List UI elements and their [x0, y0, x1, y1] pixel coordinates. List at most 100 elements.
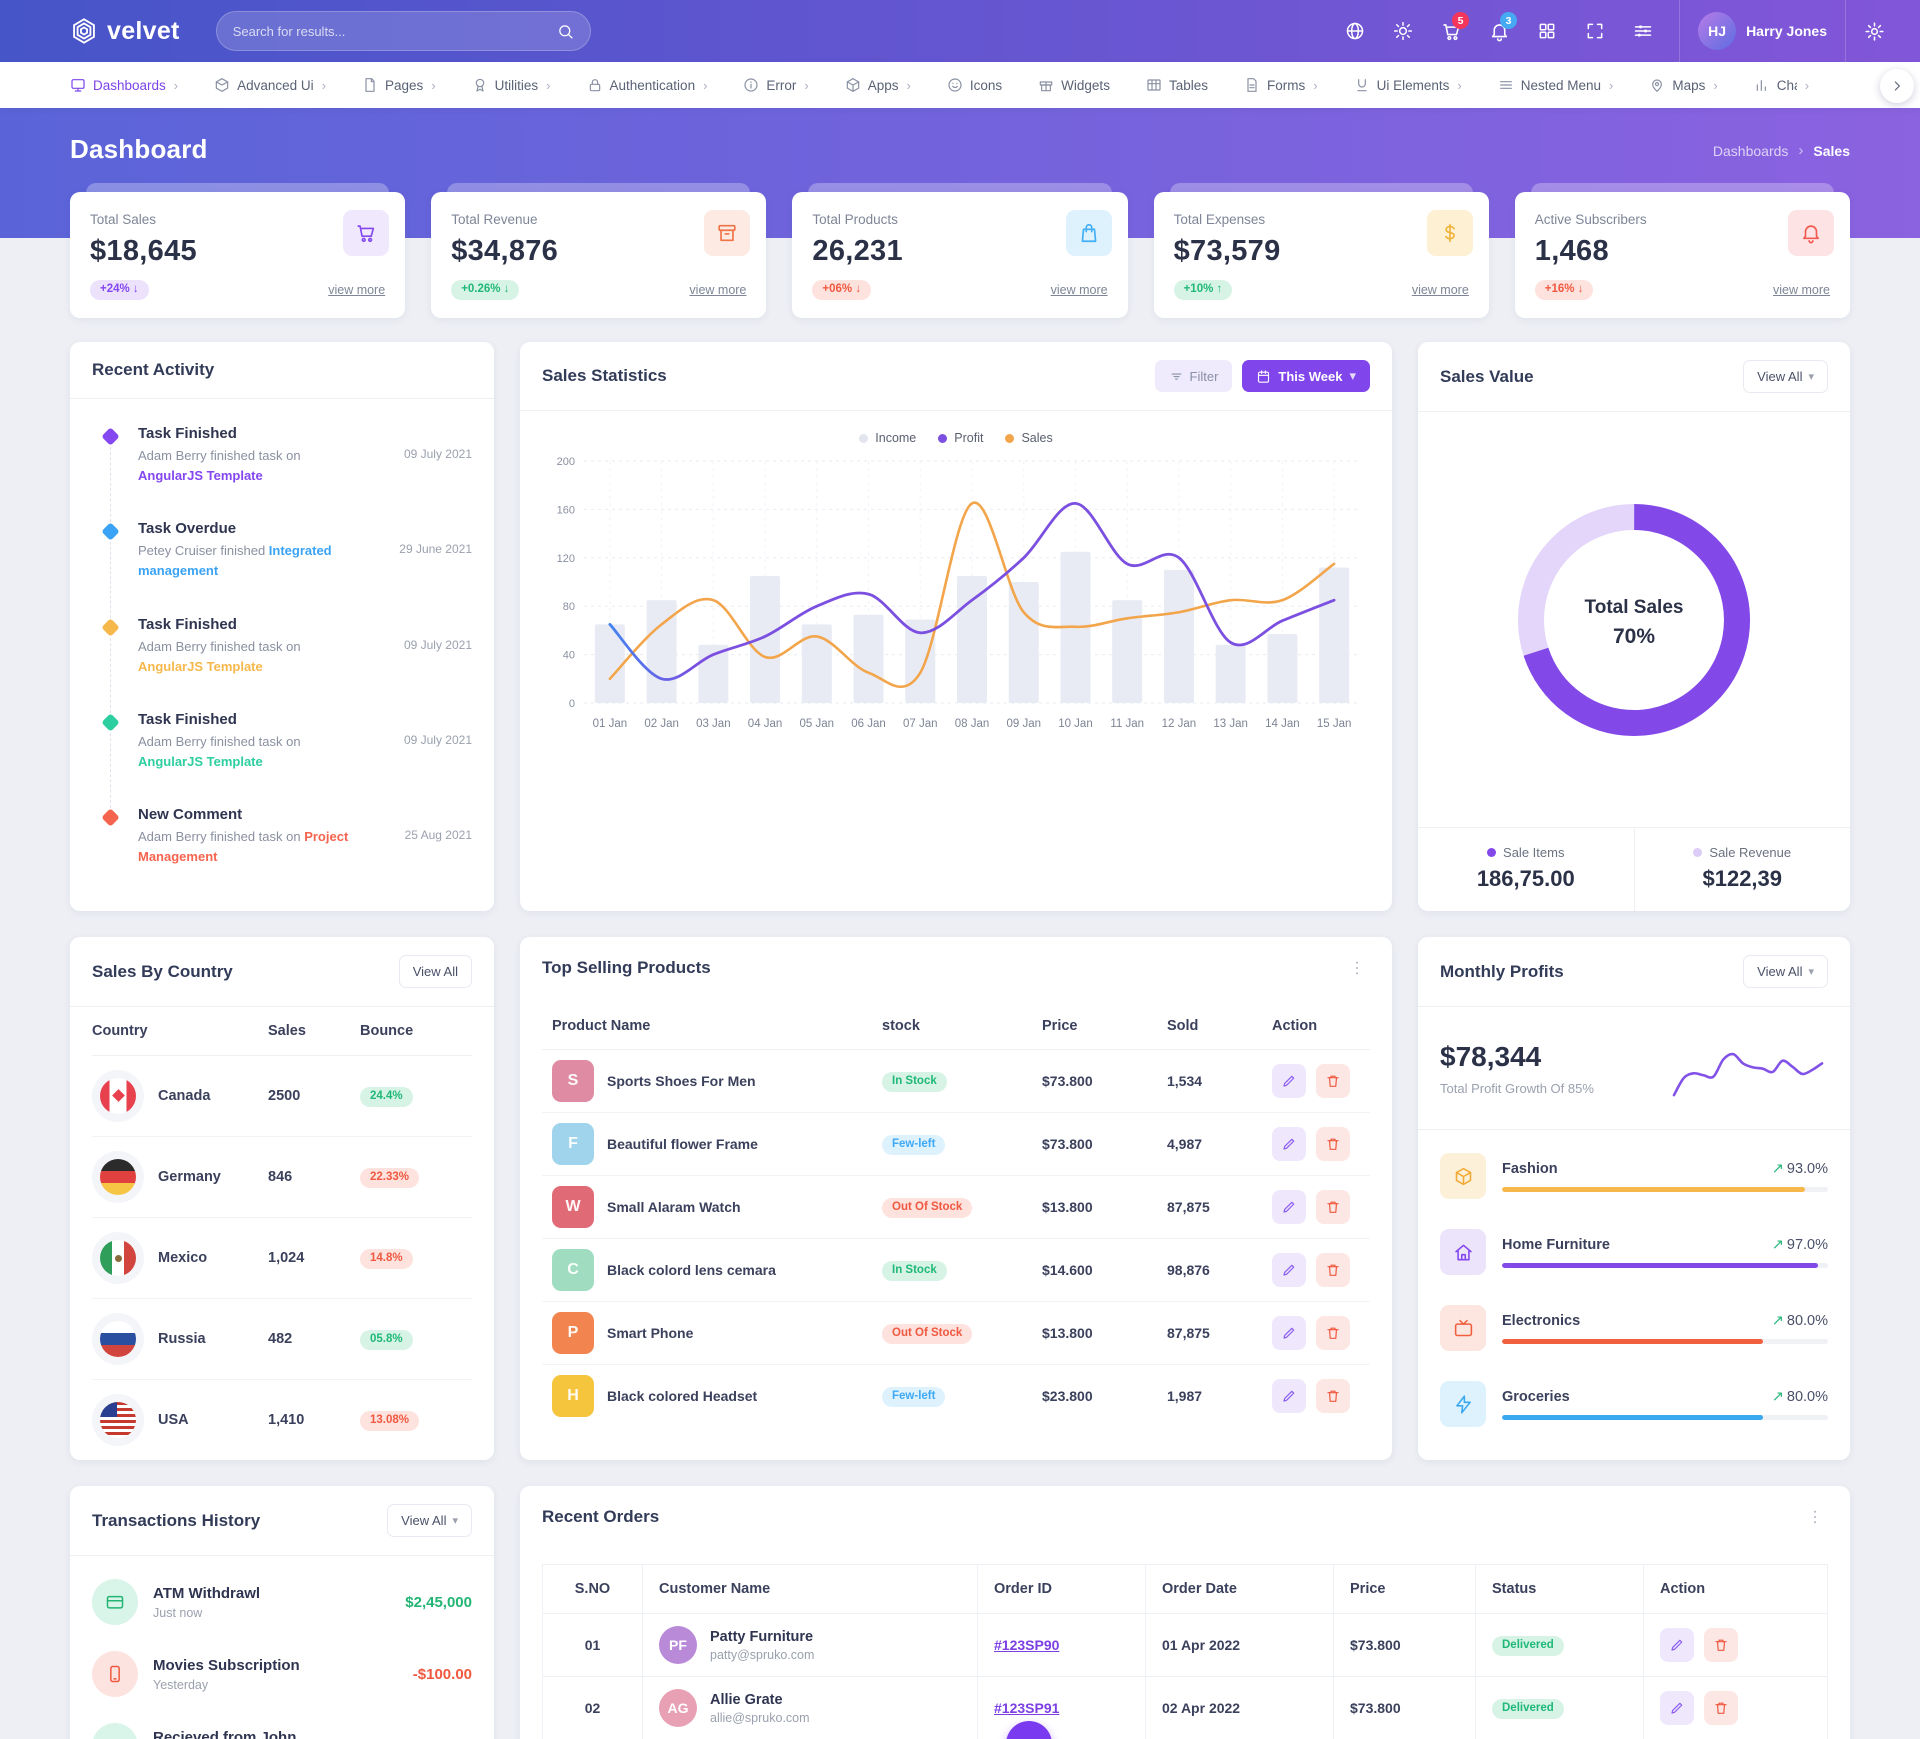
- menu-item-utilities[interactable]: Utilities ›: [472, 77, 551, 93]
- country-view-all-button[interactable]: View All: [398, 955, 472, 989]
- recent-orders-menu-dots-icon[interactable]: [1802, 1504, 1828, 1530]
- delete-button[interactable]: [1704, 1691, 1738, 1726]
- transaction-amount: -$100.00: [412, 1665, 472, 1683]
- delete-button[interactable]: [1316, 1127, 1350, 1162]
- edit-button[interactable]: [1272, 1253, 1306, 1288]
- menu-item-pages[interactable]: Pages ›: [362, 77, 436, 93]
- svg-text:03 Jan: 03 Jan: [696, 718, 731, 730]
- svg-text:0: 0: [569, 698, 575, 710]
- transactions-view-all-button[interactable]: View All ▾: [387, 1504, 472, 1538]
- fullscreen-icon[interactable]: [1575, 11, 1615, 51]
- brand-logo[interactable]: velvet: [70, 17, 180, 46]
- settings-sliders-icon[interactable]: [1623, 11, 1663, 51]
- menu-item-forms[interactable]: Forms ›: [1244, 77, 1318, 93]
- legend-sales[interactable]: Sales: [1005, 431, 1053, 445]
- view-more-link[interactable]: view more: [1411, 282, 1469, 297]
- menu-scroll-right-button[interactable]: [1880, 69, 1914, 103]
- delete-button[interactable]: [1316, 1190, 1350, 1225]
- legend-profit[interactable]: Profit: [938, 431, 983, 445]
- activity-link[interactable]: Project Management: [138, 829, 349, 865]
- menu-item-ui-elements[interactable]: Ui Elements ›: [1354, 77, 1462, 93]
- view-more-link[interactable]: view more: [1050, 282, 1108, 297]
- top-selling-menu-dots-icon[interactable]: [1344, 955, 1370, 981]
- search-input[interactable]: [232, 23, 557, 39]
- svg-text:04 Jan: 04 Jan: [748, 718, 783, 730]
- activity-link[interactable]: Integrated management: [138, 543, 332, 579]
- filter-button[interactable]: Filter: [1154, 360, 1233, 392]
- user-menu[interactable]: HJ Harry Jones: [1679, 0, 1846, 62]
- menu-item-apps[interactable]: Apps ›: [845, 77, 911, 93]
- activity-date: 25 Aug 2021: [404, 828, 472, 843]
- activity-link[interactable]: AngularJS Template: [138, 753, 263, 769]
- menu-item-error[interactable]: Error ›: [743, 77, 809, 93]
- language-globe-icon[interactable]: [1335, 11, 1375, 51]
- menu-item-tables[interactable]: Tables: [1146, 77, 1208, 93]
- edit-button[interactable]: [1272, 1190, 1306, 1225]
- menu-item-widgets[interactable]: Widgets: [1038, 77, 1110, 93]
- menu-item-dashboards[interactable]: Dashboards ›: [70, 77, 178, 93]
- delete-button[interactable]: [1316, 1064, 1350, 1099]
- forms-icon: [1244, 77, 1260, 93]
- svg-text:13 Jan: 13 Jan: [1213, 718, 1248, 730]
- view-more-link[interactable]: view more: [689, 282, 747, 297]
- activity-link[interactable]: AngularJS Template: [138, 468, 263, 484]
- theme-sun-icon[interactable]: [1383, 11, 1423, 51]
- notifications-bell-icon[interactable]: 3: [1479, 11, 1519, 51]
- menu-item-icons[interactable]: Icons: [947, 77, 1002, 93]
- apps-grid-icon[interactable]: [1527, 11, 1567, 51]
- menu-item-advanced-ui[interactable]: Advanced Ui ›: [214, 77, 326, 93]
- edit-button[interactable]: [1660, 1691, 1694, 1726]
- chevron-down-icon: ▾: [1808, 966, 1814, 979]
- user-name: Harry Jones: [1746, 23, 1827, 39]
- svg-text:07 Jan: 07 Jan: [903, 718, 938, 730]
- edit-button[interactable]: [1272, 1127, 1306, 1162]
- menu-item-nested-menu[interactable]: Nested Menu ›: [1498, 77, 1613, 93]
- cart-icon[interactable]: 5: [1431, 11, 1471, 51]
- stock-badge: Few-left: [882, 1135, 946, 1155]
- monthly-profits-view-all-button[interactable]: View All ▾: [1743, 955, 1828, 989]
- edit-button[interactable]: [1272, 1316, 1306, 1351]
- menu-item-charts[interactable]: Charts›: [1754, 77, 1809, 93]
- order-id-link[interactable]: #123SP91: [994, 1700, 1060, 1717]
- svg-text:09 Jan: 09 Jan: [1006, 718, 1041, 730]
- legend-income[interactable]: Income: [859, 431, 916, 445]
- svg-text:14 Jan: 14 Jan: [1265, 718, 1300, 730]
- sales-value-amount: 186,75.00: [1476, 866, 1575, 892]
- edit-button[interactable]: [1660, 1628, 1694, 1663]
- stock-badge: In Stock: [882, 1072, 947, 1092]
- gear-icon[interactable]: [1854, 11, 1894, 51]
- view-more-link[interactable]: view more: [1773, 282, 1830, 297]
- this-week-button[interactable]: This Week ▾: [1242, 360, 1370, 392]
- order-id-link[interactable]: #123SP90: [994, 1637, 1060, 1654]
- stat-label: Active Subscribers: [1534, 212, 1647, 227]
- menu-item-authentication[interactable]: Authentication ›: [587, 77, 707, 93]
- scroll-top-button[interactable]: [1006, 1721, 1052, 1739]
- delete-button[interactable]: [1316, 1316, 1350, 1351]
- delete-button[interactable]: [1316, 1253, 1350, 1288]
- edit-button[interactable]: [1272, 1379, 1306, 1414]
- profit-category-home-furniture: Home Furniture ↗ 97.0%: [1440, 1214, 1828, 1290]
- charts-icon: [1754, 77, 1770, 93]
- stat-card-active-subscribers: Active Subscribers 1,468 +16% ↓ view more: [1514, 183, 1850, 318]
- order-status-badge: Delivered: [1492, 1636, 1564, 1656]
- advanced-ui-icon: [214, 77, 230, 93]
- delete-button[interactable]: [1316, 1379, 1350, 1414]
- activity-link[interactable]: AngularJS Template: [138, 658, 263, 674]
- sales-by-country-title: Sales By Country: [92, 961, 233, 981]
- delete-button[interactable]: [1704, 1628, 1738, 1663]
- edit-button[interactable]: [1272, 1064, 1306, 1099]
- bounce-badge: 05.8%: [360, 1330, 413, 1350]
- product-thumbnail: H: [552, 1375, 594, 1418]
- view-more-link[interactable]: view more: [328, 282, 386, 297]
- main-menubar: Dashboards › Advanced Ui › Pages › Utilities › A…: [0, 62, 1920, 108]
- menu-item-maps[interactable]: Maps ›: [1649, 77, 1718, 93]
- stat-card-total-sales: Total Sales $18,645 +24% ↓ view more: [70, 183, 406, 318]
- recent-orders-panel: Recent Orders S.NO Customer Name Order ID O…: [520, 1486, 1850, 1739]
- breadcrumb-dashboards[interactable]: Dashboards: [1712, 142, 1789, 159]
- chevron-down-icon: ▾: [452, 1515, 458, 1528]
- transactions-list: ATM Withdrawl Just now $2,45,000 Movies Sub…: [70, 1556, 494, 1739]
- search-icon[interactable]: [557, 23, 574, 40]
- chevron-right-icon: ›: [1313, 77, 1318, 93]
- arrowdown-icon: [92, 1723, 138, 1739]
- sales-value-view-all-button[interactable]: View All ▾: [1743, 360, 1828, 393]
